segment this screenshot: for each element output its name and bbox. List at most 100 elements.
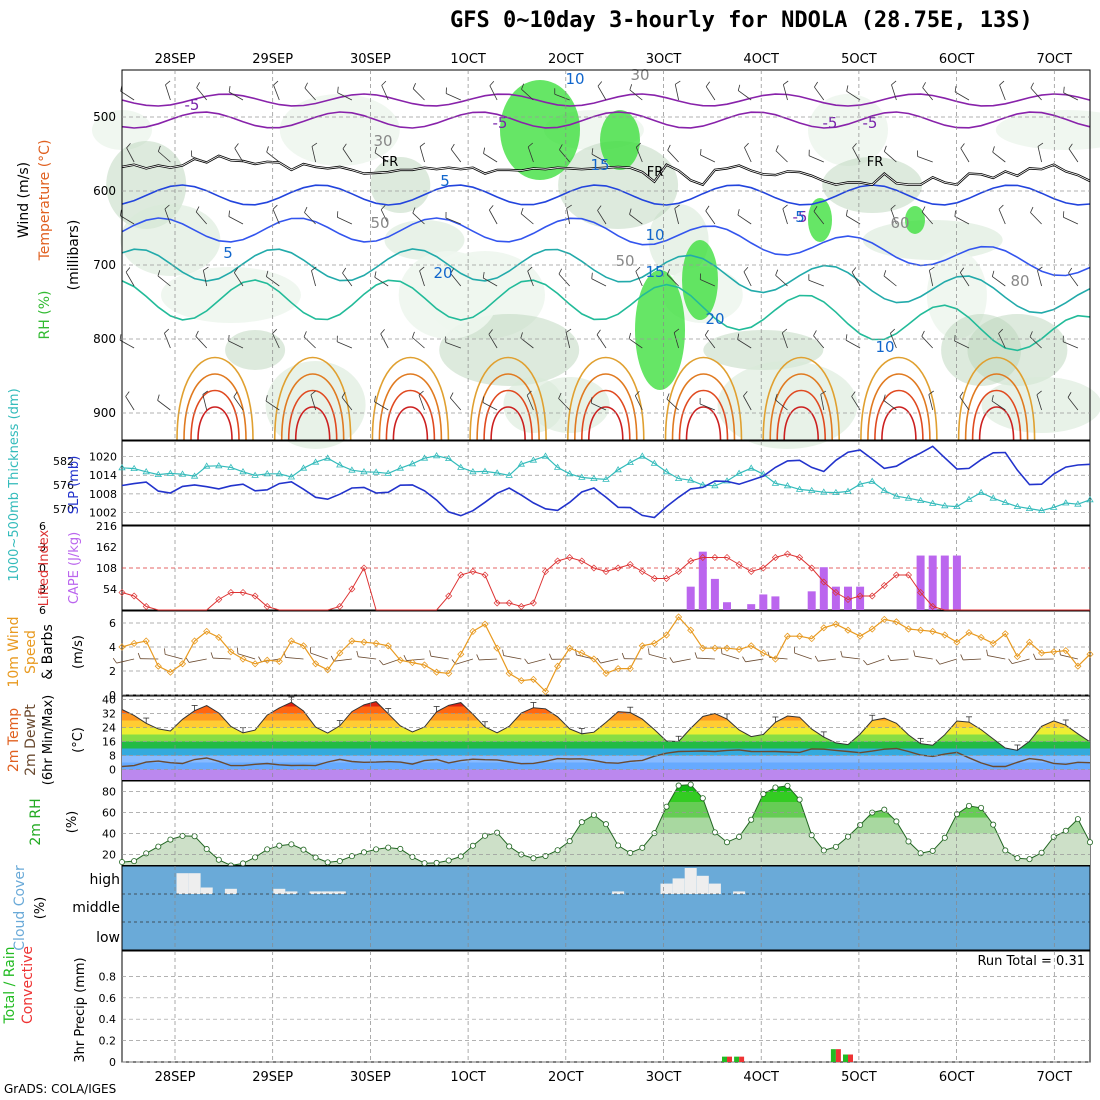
wind-speed-marker [687, 626, 695, 634]
wind-barb [1067, 397, 1079, 411]
rh-marker [1002, 847, 1009, 854]
cape-tick: 162 [96, 541, 117, 554]
wind-barb [272, 333, 280, 349]
temp-band [122, 720, 1090, 728]
wind-speed-marker [348, 637, 356, 645]
wind-speed-marker [578, 649, 586, 657]
wind-barb [721, 653, 740, 660]
wind-barb [1063, 92, 1079, 101]
lifted-marker [336, 603, 344, 610]
wind-barb-flag [185, 657, 190, 663]
wind-barb-flag [813, 206, 818, 212]
footer-credit: GrADS: COLA/IGES [4, 1082, 117, 1096]
wind-speed-marker [469, 627, 477, 635]
thickness-marker [481, 467, 489, 474]
date-label-top: 29SEP [252, 52, 293, 67]
wind-speed-marker [360, 638, 368, 646]
wind-barb-flag [272, 328, 277, 334]
wind-barb [842, 656, 861, 660]
temperature-contour [280, 373, 345, 441]
cloud-bar-high [684, 868, 697, 894]
lifted-marker [711, 554, 719, 561]
wind-barb [528, 658, 546, 665]
wind-barb-flag [814, 81, 818, 88]
wind-barb [202, 394, 208, 411]
wind-barb-flag [502, 649, 505, 656]
thickness-marker [178, 470, 187, 477]
rh-marker [336, 858, 343, 865]
wind-barb [419, 270, 425, 287]
lifted-axis-label: Lifted Index [37, 529, 52, 606]
wind-barb [743, 395, 752, 411]
wind-barb-flag [489, 205, 494, 211]
lifted-marker [529, 599, 537, 607]
wind-barb-flag [450, 268, 455, 274]
wind-barb [628, 338, 643, 349]
thickness-marker [323, 454, 332, 461]
wind-barb [455, 658, 474, 665]
wind-barb-flag [737, 209, 740, 216]
wind-speed-marker [941, 631, 949, 639]
thickness-line [121, 455, 1091, 512]
lifted-marker [445, 592, 453, 600]
wind-barb-flag [596, 657, 601, 664]
wind-barb [813, 211, 825, 225]
wind-barb-flag [846, 85, 849, 92]
wind-barb [1012, 658, 1030, 665]
rh-shading [862, 220, 1003, 260]
wind-barb-flag [342, 143, 347, 149]
vertical-panel-frame [121, 69, 1091, 441]
date-label-top: 30SEP [350, 52, 391, 67]
wind-barb-flag [558, 392, 562, 399]
wind-barb-flag [986, 649, 989, 656]
wind-barb [591, 402, 607, 411]
wind-speed-marker [251, 660, 259, 668]
wind-speed-marker [1038, 649, 1046, 657]
wind-barb [273, 84, 280, 101]
wind-barb-flag [1036, 390, 1042, 396]
wind-barb-flag [673, 328, 680, 333]
wind-barb [705, 210, 716, 225]
rh-marker [699, 795, 706, 802]
wind-barb-flag [449, 392, 454, 399]
rh-marker [663, 803, 670, 810]
wind-speed-marker [130, 639, 138, 647]
lifted-tick: 3 [39, 541, 46, 554]
wind-barb [591, 153, 607, 163]
lifted-marker [118, 589, 126, 596]
wind-barb-flag [883, 270, 887, 277]
wind-barb [737, 214, 752, 225]
rh-marker [578, 819, 585, 826]
wind-speed-marker [554, 662, 562, 670]
rh-marker [711, 829, 718, 836]
wind10-axis-label-3: & Barbs [40, 624, 56, 680]
lifted-marker [747, 568, 755, 575]
wind-barb [337, 216, 353, 225]
cape-tick: 216 [96, 520, 117, 533]
lifted-marker [929, 603, 937, 610]
thickness-marker [953, 502, 961, 509]
wind-barb [737, 339, 752, 349]
wind-barb [520, 213, 534, 225]
wind-barb [846, 215, 861, 225]
wind-barb-flag [380, 204, 386, 210]
temperature-contour [385, 389, 436, 441]
wind-barb [381, 85, 389, 101]
wind-barb [380, 209, 389, 225]
rh-marker [409, 853, 416, 860]
rh-marker [760, 790, 767, 797]
wind-barb [963, 658, 982, 661]
wind-barb-flag [959, 391, 964, 398]
rh-marker [312, 854, 319, 861]
thickness-marker [263, 470, 271, 477]
wind-barb-flag [597, 81, 603, 87]
wind-barb-flag [887, 655, 891, 661]
rh-shading [370, 157, 431, 213]
thickness-marker [783, 482, 792, 489]
rh-marker [917, 850, 924, 857]
lifted-marker [687, 557, 695, 565]
wind-barb-flag [820, 390, 827, 395]
cape-tick: 108 [96, 562, 117, 575]
wind-barb-flag [157, 270, 161, 277]
isotherm-line [121, 248, 1091, 314]
